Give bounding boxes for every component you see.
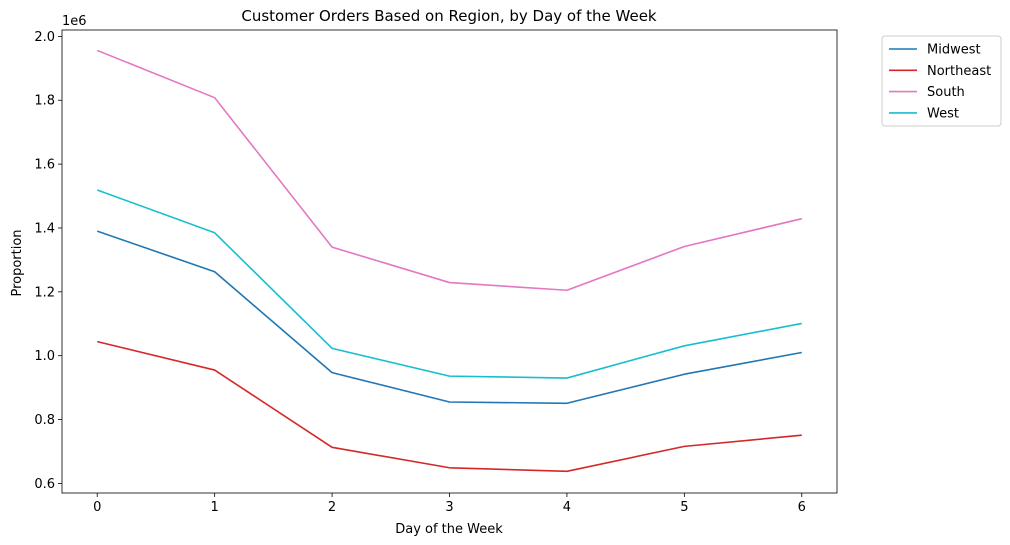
y-tick-label: 0.6: [34, 477, 55, 492]
series-line-south: [96, 49, 802, 292]
x-tick-label: 0: [93, 500, 101, 515]
x-axis-ticks: 0 1 2 3 4 5 6: [93, 493, 806, 515]
x-tick-label: 3: [445, 500, 453, 515]
y-tick-label: 0.8: [34, 413, 55, 428]
x-axis-label: Day of the Week: [395, 522, 503, 537]
y-tick-label: 1.6: [34, 158, 55, 173]
series-lines: [96, 49, 802, 473]
y-tick-label: 1.8: [34, 94, 55, 109]
y-tick-label: 1.4: [34, 221, 55, 236]
series-line-northeast: [97, 340, 802, 473]
y-axis-offset-label: 1e6: [62, 14, 87, 29]
legend-box: [881, 35, 1002, 127]
series-line-midwest: [96, 230, 802, 405]
legend-label-south: South: [927, 85, 965, 100]
y-tick-label: 1.2: [34, 285, 55, 300]
legend-label-west: West: [927, 106, 959, 121]
x-tick-label: 6: [798, 500, 806, 515]
x-tick-label: 5: [680, 500, 688, 515]
x-tick-label: 2: [328, 500, 336, 515]
plot-area: [61, 29, 838, 494]
y-axis-label: Proportion: [10, 229, 25, 296]
legend-label-midwest: Midwest: [927, 43, 981, 58]
y-axis-ticks: 0.6 0.8 1.0 1.2 1.4 1.6 1.8 2.0: [34, 30, 62, 492]
x-tick-label: 1: [211, 500, 219, 515]
chart-title: Customer Orders Based on Region, by Day …: [241, 7, 657, 25]
legend-label-northeast: Northeast: [927, 64, 991, 79]
y-tick-label: 1.0: [34, 349, 55, 364]
x-tick-label: 4: [563, 500, 571, 515]
legend: Midwest Northeast South West: [881, 35, 1002, 127]
series-line-west: [96, 189, 802, 379]
plot-frame: [61, 29, 838, 494]
y-tick-label: 2.0: [34, 30, 55, 45]
